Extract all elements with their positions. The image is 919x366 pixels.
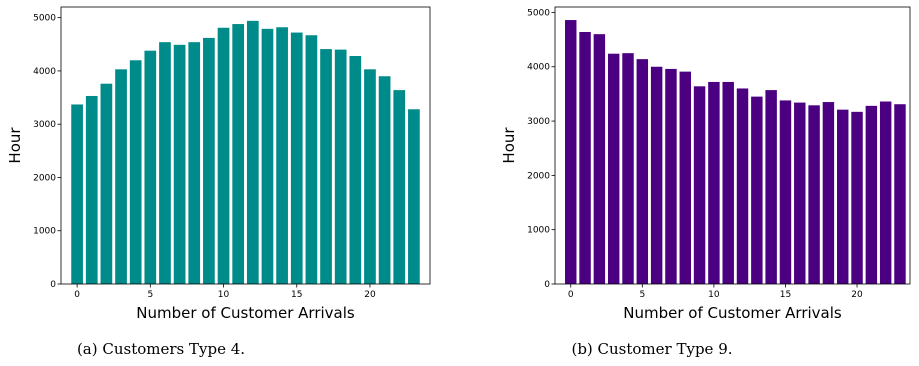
- x-axis-label: Number of Customer Arrivals: [623, 304, 842, 322]
- bar-23: [894, 104, 906, 284]
- x-tick-label-0: 0: [74, 290, 80, 300]
- bar-23: [408, 109, 420, 284]
- figure-caption: (b) Customer Type 9.: [571, 340, 732, 358]
- x-tick-label-10: 10: [218, 290, 230, 300]
- bar-7: [665, 68, 677, 284]
- y-axis-label: Hour: [500, 127, 518, 164]
- bar-6: [650, 66, 663, 284]
- bar-21: [378, 76, 391, 284]
- bar-5: [144, 50, 157, 285]
- bar-15: [779, 100, 792, 284]
- bar-8: [188, 42, 201, 284]
- bar-0: [71, 104, 83, 284]
- bar-9: [203, 37, 215, 285]
- y-tick-label-4000: 4000: [33, 67, 56, 77]
- bar-17: [320, 49, 332, 284]
- bar-20: [851, 111, 863, 284]
- bar-21: [865, 105, 878, 284]
- bar-8: [679, 71, 691, 284]
- bar-0: [565, 20, 577, 284]
- x-tick-label-10: 10: [708, 290, 720, 300]
- bar-1: [85, 95, 98, 285]
- bar-13: [261, 28, 274, 285]
- y-tick-label-3000: 3000: [33, 120, 56, 130]
- y-tick-label-1000: 1000: [527, 226, 550, 236]
- bar-4: [622, 53, 634, 284]
- y-tick-label-2000: 2000: [527, 171, 550, 181]
- bar-20: [364, 69, 376, 284]
- bar-22: [393, 90, 406, 284]
- bar-12: [736, 88, 749, 284]
- y-tick-label-5000: 5000: [33, 14, 56, 24]
- y-tick-label-0: 0: [544, 280, 550, 290]
- plot-frame: [554, 6, 911, 285]
- bar-2: [100, 83, 113, 285]
- y-tick-label-2000: 2000: [33, 173, 56, 183]
- x-tick-label-20: 20: [851, 290, 863, 300]
- bar-15: [290, 32, 303, 284]
- bar-3: [607, 53, 620, 285]
- bar-18: [822, 102, 835, 284]
- bar-16: [305, 35, 318, 285]
- figure-caption: (a) Customers Type 4.: [77, 340, 245, 358]
- x-axis-label: Number of Customer Arrivals: [136, 304, 355, 322]
- x-tick-label-5: 5: [147, 290, 153, 300]
- chart-customers-type-4: 0 1000 2000 3000 4000 5000 0 5 10 15 20 Number of C…: [6, 6, 431, 358]
- y-tick-label-5000: 5000: [527, 8, 550, 18]
- bar-1: [579, 31, 591, 285]
- bar-13: [751, 96, 763, 285]
- y-tick-label-3000: 3000: [527, 117, 550, 127]
- bar-17: [808, 105, 820, 284]
- bar-7: [173, 44, 186, 284]
- plot-frame: [60, 6, 431, 285]
- bar-10: [708, 81, 720, 284]
- chart-customer-type-9: 0 1000 2000 3000 4000 5000 0 5 10 15 20 Number of C…: [500, 6, 911, 358]
- bar-19: [837, 109, 849, 285]
- bar-18: [334, 49, 347, 285]
- bar-14: [765, 90, 777, 284]
- bar-4: [129, 60, 142, 284]
- x-tick-label-15: 15: [780, 290, 791, 300]
- bar-16: [794, 102, 806, 284]
- bar-12: [246, 20, 259, 284]
- bar-19: [349, 56, 362, 285]
- bar-6: [159, 42, 171, 284]
- x-tick-label-0: 0: [568, 290, 574, 300]
- y-tick-label-1000: 1000: [33, 227, 56, 237]
- bar-22: [879, 101, 892, 284]
- bar-5: [636, 59, 649, 284]
- x-tick-label-15: 15: [291, 290, 302, 300]
- bar-3: [115, 69, 127, 284]
- bar-14: [276, 27, 288, 285]
- bar-9: [693, 86, 706, 284]
- bar-11: [232, 24, 245, 285]
- y-tick-label-4000: 4000: [527, 63, 550, 73]
- bar-11: [722, 81, 734, 284]
- bar-2: [593, 34, 606, 284]
- x-tick-label-5: 5: [639, 290, 645, 300]
- y-tick-label-0: 0: [50, 280, 56, 290]
- y-axis-label: Hour: [6, 127, 24, 164]
- bar-10: [217, 27, 230, 285]
- x-tick-label-20: 20: [364, 290, 376, 300]
